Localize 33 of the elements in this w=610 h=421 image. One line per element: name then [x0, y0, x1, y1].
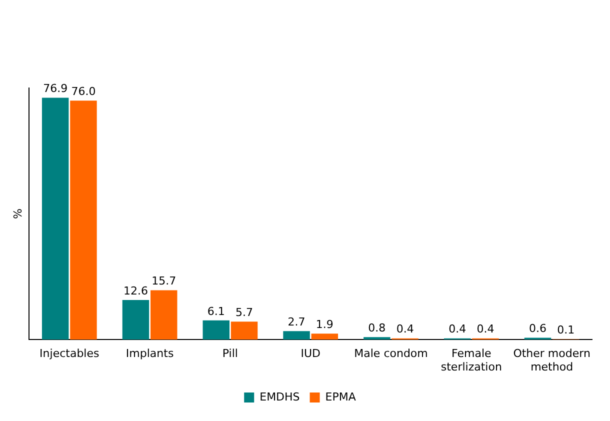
x-tick-label: Other modern method — [513, 347, 590, 374]
data-label: 76.9 — [43, 82, 68, 96]
bar — [70, 100, 97, 340]
data-label: 0.4 — [396, 322, 414, 336]
bar — [311, 334, 338, 340]
legend-label: EPMA — [325, 390, 356, 404]
data-label: 0.4 — [448, 322, 466, 336]
bar — [283, 331, 310, 340]
data-label: 0.8 — [368, 321, 386, 334]
x-tick-label: Implants — [126, 347, 174, 360]
bar — [122, 300, 150, 340]
data-label: 15.7 — [152, 274, 176, 288]
data-label: 0.1 — [557, 324, 575, 337]
bar — [230, 322, 258, 340]
x-tick-label: IUD — [300, 347, 320, 360]
y-axis-title: % — [11, 208, 24, 220]
x-tick-label: Pill — [222, 347, 238, 360]
data-label: 76.0 — [71, 84, 96, 98]
bar — [202, 320, 230, 340]
data-label: 1.9 — [316, 318, 334, 331]
bar — [42, 98, 69, 340]
data-label: 0.4 — [476, 322, 494, 336]
data-label: 5.7 — [236, 306, 254, 320]
data-label: 0.6 — [528, 322, 546, 336]
data-label: 2.7 — [288, 315, 306, 328]
x-tick-label: Female sterlization — [440, 347, 502, 374]
bar — [150, 290, 178, 340]
legend-label: EMDHS — [260, 390, 300, 404]
data-label: 6.1 — [207, 304, 225, 318]
bar — [364, 337, 390, 340]
x-tick-label: Male condom — [354, 347, 428, 360]
x-tick-label: Injectables — [40, 347, 100, 360]
data-label: 12.6 — [123, 284, 148, 298]
